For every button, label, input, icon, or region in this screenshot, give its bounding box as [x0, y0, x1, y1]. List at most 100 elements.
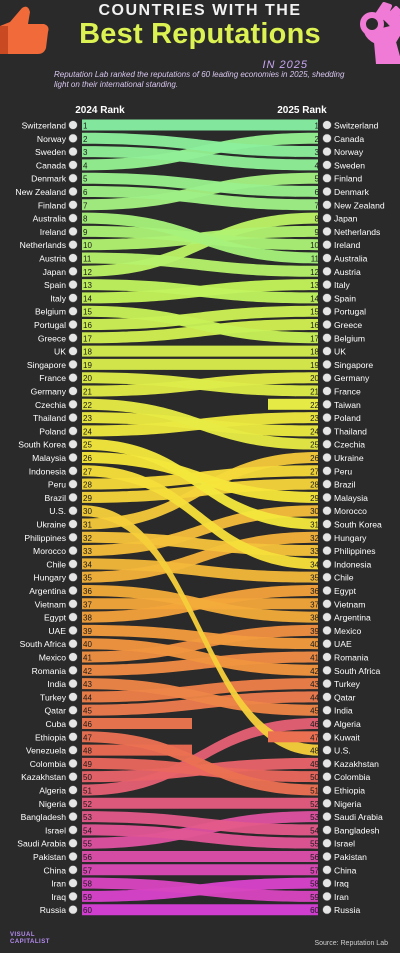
right-rank-number: 35: [310, 574, 319, 583]
right-flag-icon: [322, 413, 332, 423]
left-rank-number: 29: [83, 494, 92, 503]
right-flag-icon: [322, 652, 332, 662]
right-rank-number: 43: [310, 680, 319, 689]
right-rank-number: 1: [315, 122, 320, 131]
right-country-label: U.S.: [334, 746, 351, 756]
left-rank-number: 5: [83, 175, 88, 184]
right-country-label: China: [334, 865, 357, 875]
right-rank-number: 28: [310, 481, 319, 490]
band-south-korea: [82, 438, 318, 530]
left-flag-icon: [68, 785, 78, 795]
right-country-label: Netherlands: [334, 227, 380, 237]
supertitle: COUNTRIES WITH THE: [98, 2, 302, 19]
right-flag-icon: [322, 639, 332, 649]
band-france: [82, 372, 318, 397]
right-rank-number: 34: [310, 560, 319, 569]
left-flag-icon: [68, 213, 78, 223]
right-rank-number: 19: [310, 361, 319, 370]
left-country-label: Germany: [31, 387, 67, 397]
band-india: [82, 678, 318, 716]
right-rank-number: 52: [310, 800, 319, 809]
right-country-label: Argentina: [334, 613, 371, 623]
year-tag: IN 2025: [262, 59, 308, 71]
left-flag-icon: [68, 439, 78, 449]
left-flag-icon: [68, 293, 78, 303]
left-rank-number: 49: [83, 760, 92, 769]
left-flag-icon: [68, 838, 78, 848]
left-rank-number: 39: [83, 627, 92, 636]
right-flag-icon: [322, 373, 332, 383]
left-flag-icon: [68, 306, 78, 316]
right-flag-icon: [322, 466, 332, 476]
right-flag-icon: [322, 532, 332, 542]
left-flag-icon: [68, 346, 78, 356]
description: Reputation Lab ranked the reputations of…: [54, 70, 345, 89]
left-rank-number: 54: [83, 826, 92, 835]
right-flag-icon: [322, 798, 332, 808]
left-country-label: Argentina: [29, 586, 66, 596]
right-country-label: Colombia: [334, 772, 371, 782]
left-rank-number: 24: [83, 427, 92, 436]
band-nigeria: [82, 797, 318, 809]
left-country-label: Philippines: [24, 533, 66, 543]
right-country-label: Kuwait: [334, 732, 360, 742]
left-country-label: Colombia: [30, 759, 67, 769]
right-flag-icon: [322, 213, 332, 223]
left-rank-number: 1: [83, 122, 88, 131]
left-country-label: Austria: [39, 254, 66, 264]
left-flag-icon: [68, 492, 78, 502]
right-rank-number: 38: [310, 614, 319, 623]
right-flag-icon: [322, 785, 332, 795]
left-flag-icon: [68, 373, 78, 383]
right-country-label: Kazakhstan: [334, 759, 379, 769]
left-flag-icon: [68, 825, 78, 835]
right-flag-icon: [322, 625, 332, 635]
left-rank-number: 30: [83, 507, 92, 516]
right-country-label: Czechia: [334, 440, 365, 450]
right-country-label: Nigeria: [334, 799, 361, 809]
right-flag-icon: [322, 825, 332, 835]
left-rank-number: 18: [83, 348, 92, 357]
band-south-africa: [82, 638, 318, 676]
right-flag-icon: [322, 891, 332, 901]
left-country-label: U.S.: [49, 506, 66, 516]
right-flag-icon: [322, 745, 332, 755]
left-country-label: Ukraine: [36, 520, 66, 530]
left-country-label: Algeria: [39, 786, 66, 796]
right-country-label: Egypt: [334, 586, 357, 596]
left-flag-icon: [68, 280, 78, 290]
right-country-label: Iraq: [334, 879, 349, 889]
brand-line2: CAPITALIST: [10, 939, 50, 945]
left-rank-number: 25: [83, 441, 92, 450]
right-flag-icon: [322, 599, 332, 609]
right-flag-icon: [322, 492, 332, 502]
left-country-label: Qatar: [45, 706, 67, 716]
right-rank-number: 48: [310, 747, 319, 756]
right-country-label: Peru: [334, 466, 352, 476]
right-country-label: Qatar: [334, 692, 356, 702]
left-flag-icon: [68, 718, 78, 729]
right-rank-number: 22: [310, 401, 319, 410]
left-flag-icon: [68, 758, 78, 768]
right-rank-number: 54: [310, 826, 319, 835]
left-rank-number: 11: [83, 255, 92, 264]
band-canada: [82, 132, 318, 171]
right-flag-icon: [322, 253, 332, 263]
right-flag-icon: [322, 812, 332, 822]
left-rank-number: 13: [83, 281, 92, 290]
left-flag-icon: [68, 585, 78, 596]
band-iran: [82, 877, 318, 902]
left-country-label: Peru: [48, 480, 66, 490]
left-flag-icon: [68, 359, 78, 369]
left-country-label: Canada: [36, 160, 66, 170]
left-rank-number: 60: [83, 906, 92, 915]
right-rank-number: 10: [310, 241, 319, 250]
band-algeria: [82, 718, 318, 796]
left-country-label: Switzerland: [22, 121, 67, 131]
left-rank-number: 6: [83, 188, 88, 197]
left-flag-icon: [68, 745, 78, 755]
right-country-label: Japan: [334, 214, 358, 224]
right-flag-icon: [322, 838, 332, 848]
left-rank-number: 37: [83, 600, 92, 609]
left-country-label: Saudi Arabia: [17, 839, 66, 849]
